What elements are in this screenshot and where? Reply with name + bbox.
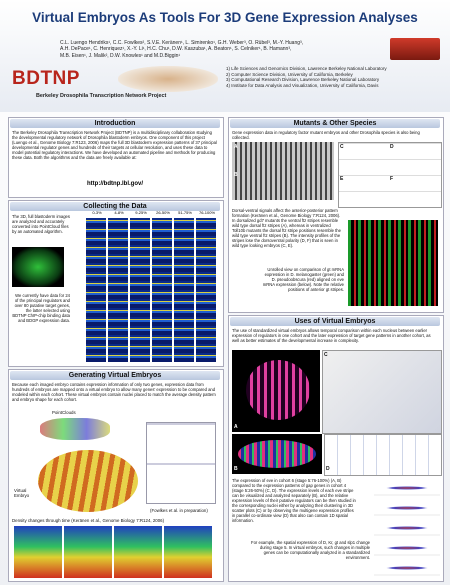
panel-label: B (234, 172, 238, 178)
affiliation: 4) Institute for Data Analysis and Visua… (226, 82, 379, 88)
author-line: A.H. DePace¹, C. Henriquez¹, X.-Y. Li¹, … (60, 46, 292, 53)
expression-grid-image (86, 218, 218, 362)
affiliation: 3) Computational Research Division, Lawr… (226, 77, 380, 83)
panel-label: F (390, 176, 394, 182)
introduction-panel (8, 117, 224, 198)
author-line: M.B. Eisen¹, J. Malik², D.W. Knowles¹ an… (60, 52, 181, 59)
panel-label: C (340, 144, 344, 150)
paragraph: The use of standardized virtual embryos … (232, 328, 431, 343)
time-series-image (374, 478, 440, 576)
paragraph: Because each imaged embryo contains expr… (12, 382, 216, 402)
panel-label: A (234, 144, 238, 150)
panel-label: C (324, 352, 328, 358)
embryo-image (12, 247, 64, 287)
author-line: C.L. Luengo Hendriks¹, C.C. Fowlkes², S.… (60, 40, 304, 46)
header-background (0, 0, 450, 112)
project-name: Berkeley Drosophila Transcription Networ… (36, 93, 167, 99)
poster-title: Virtual Embryos As Tools For 3D Gene Exp… (32, 10, 418, 25)
plot-image (146, 422, 216, 504)
stage-label: 0-3% (92, 210, 102, 215)
section-heading: Introduction (10, 119, 220, 128)
virtual-embryo-image (38, 450, 138, 512)
affiliation: 1) Life Sciences and Genomics Division, … (226, 66, 387, 71)
density-image (14, 526, 214, 578)
url: http://bdtnp.lbl.gov/ (87, 181, 143, 187)
figure-label: Virtual Embryo (14, 488, 30, 498)
author-list: C.L. Luengo Hendriks¹, C.C. Fowlkes², S.… (60, 40, 390, 59)
scatter-plot-image (322, 350, 442, 434)
stage-label: 9-25% (135, 210, 147, 215)
panel-label: A (234, 424, 238, 430)
lab-logo (390, 38, 440, 60)
stage-label: 4-8% (114, 210, 124, 215)
paragraph: Dorsal-ventral signals affect the anteri… (232, 208, 341, 248)
fly-image (118, 66, 218, 92)
section-heading: Mutants & Other Species (230, 119, 440, 128)
stage-label: 26-50% (156, 210, 170, 215)
stripe-embryo (238, 440, 316, 468)
panel-label: E (340, 176, 344, 182)
figure-label: PointClouds (52, 410, 76, 415)
paragraph: For example, the spatial expression of D… (251, 540, 370, 560)
paragraph: The 3D, full blastoderm images are analy… (12, 214, 70, 234)
parallel-coordinates-image (324, 434, 442, 476)
paragraph: Unrolled view on comparison of gt mRNA e… (262, 267, 344, 292)
pointcloud-image (40, 418, 110, 440)
paragraph: The expression of eve in cohort 6 (stage… (232, 478, 356, 523)
stage-labels: 0-3% 4-8% 9-25% 26-50% 51-75% 76-100% (86, 210, 218, 218)
citation: (Fowlkes et al. in preparation) (150, 508, 208, 513)
section-heading: Uses of Virtual Embryos (230, 317, 440, 326)
section-heading: Collecting the Data (10, 202, 220, 211)
paragraph: The Berkeley Drosophila Transcription Ne… (12, 130, 217, 160)
panel-label: D (390, 144, 394, 150)
project-logo: BDTNP (12, 68, 80, 89)
affiliation-list: 1) Life Sciences and Genomics Division, … (226, 66, 446, 88)
panel-label: D (326, 466, 330, 472)
section-heading: Generating Virtual Embryos (10, 371, 220, 380)
stage-label: 76-100% (198, 210, 215, 215)
paragraph: Gene expression data in regulatory facto… (232, 130, 420, 140)
stage-label: 51-75% (178, 210, 192, 215)
species-comparison-image (348, 220, 438, 306)
eve-embryo (246, 360, 310, 420)
figure-caption: Density changes through time (Keränen et… (12, 518, 165, 523)
panel-label: B (234, 466, 238, 472)
affiliation: 2) Computer Science Division, University… (226, 71, 353, 77)
mutant-image (232, 142, 334, 200)
paragraph: We currently have data for 24 of the pri… (12, 293, 70, 323)
profile-plots (338, 142, 442, 208)
